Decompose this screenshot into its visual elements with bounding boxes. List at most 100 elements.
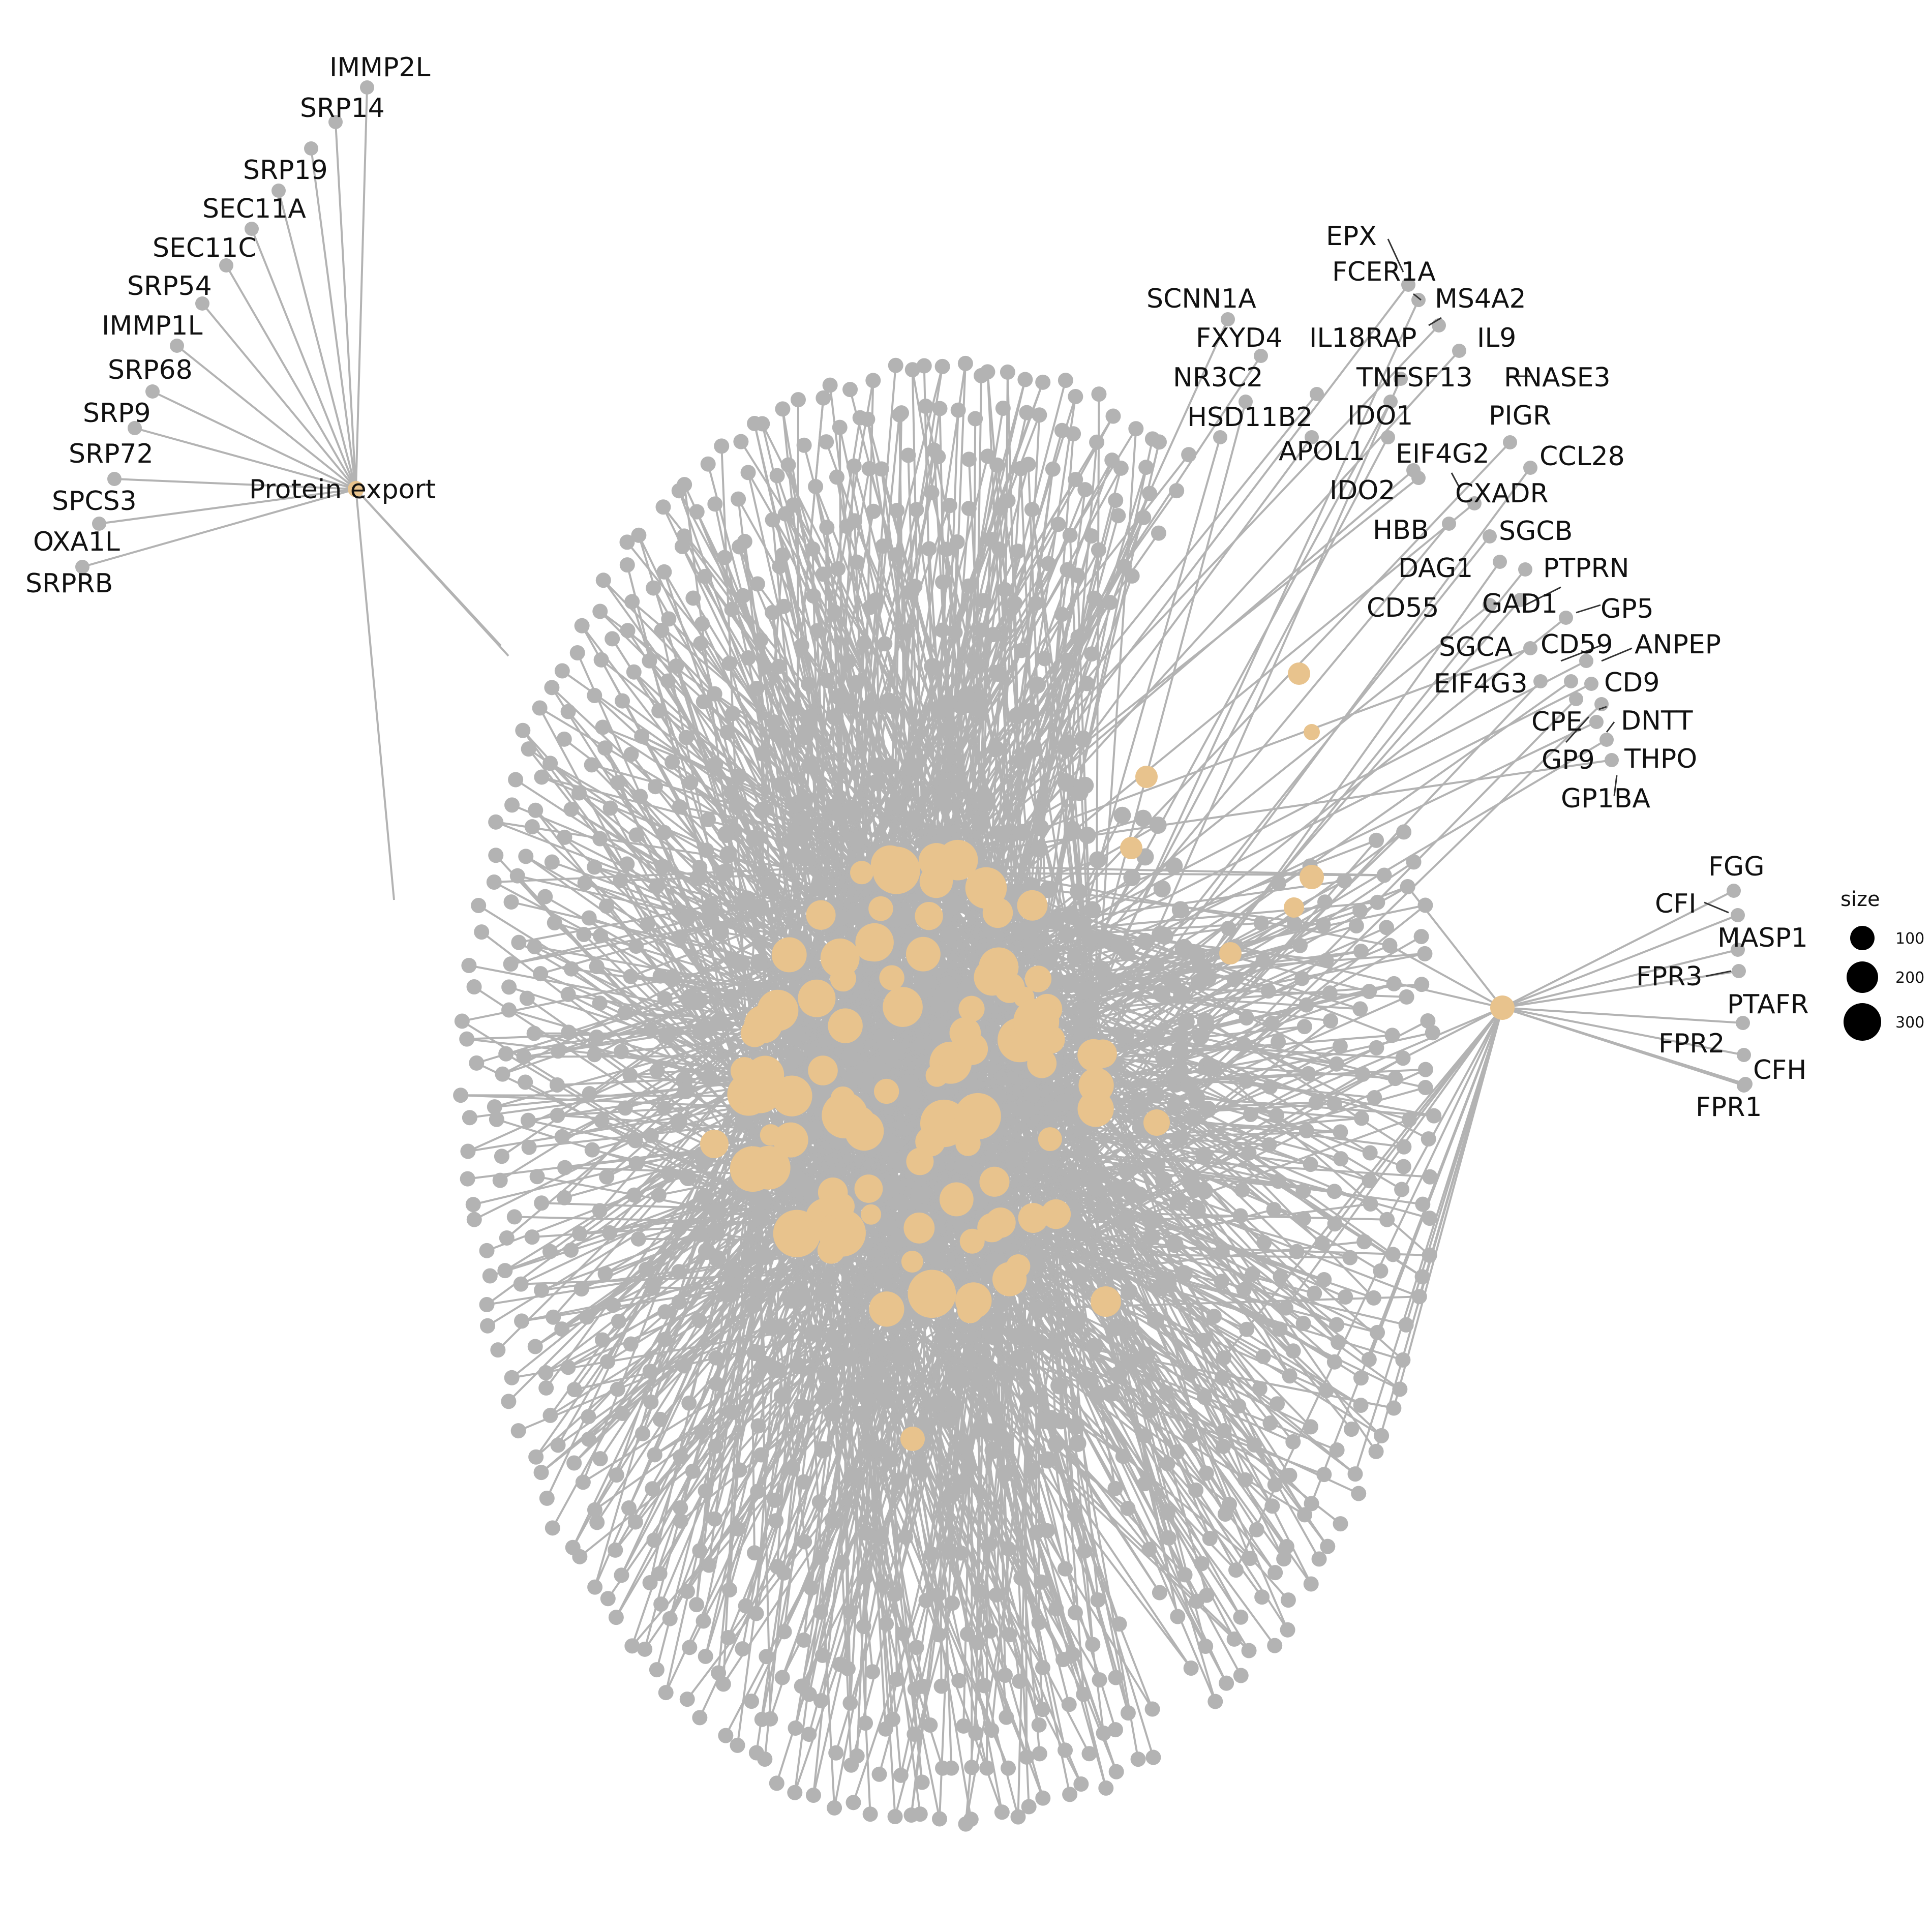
gene-node: [1089, 851, 1107, 869]
gene-label: SRP9: [83, 398, 151, 429]
gene-label: EIF4G2: [1396, 439, 1490, 469]
category-node: [746, 1145, 791, 1190]
edge: [152, 390, 356, 490]
gene-node: [805, 588, 821, 604]
gene-node: [822, 377, 838, 393]
gene-node: [1142, 486, 1158, 501]
gene-node: [593, 928, 609, 944]
gene-node: [723, 784, 739, 800]
gene-node: [1050, 517, 1066, 532]
gene-node: [827, 1800, 842, 1816]
gene-node: [1362, 1145, 1378, 1161]
gene-node: [1041, 556, 1056, 571]
gene-node: [620, 623, 636, 639]
gene-node: [1119, 1211, 1136, 1229]
gene-node: [557, 1160, 572, 1175]
gene-node: [1000, 364, 1015, 380]
gene-node: [1422, 1211, 1438, 1226]
gene-node: [1142, 1403, 1158, 1418]
leader-line: [1601, 647, 1633, 662]
gene-node: [1070, 567, 1085, 583]
gene-node: [1564, 674, 1578, 688]
gene-node: [1048, 1601, 1064, 1617]
gene-node: [1192, 1028, 1210, 1045]
gene-node: [1214, 1244, 1230, 1260]
gene-node: [717, 550, 733, 565]
gene-node: [842, 1695, 858, 1711]
gene-node: [628, 939, 644, 954]
gene-node: [878, 1721, 893, 1737]
gene-node: [710, 1013, 728, 1031]
legend-tick-label: 300: [1895, 1014, 1924, 1032]
gene-node: [986, 1328, 1004, 1346]
gene-node: [979, 1760, 995, 1776]
gene-node: [1181, 447, 1197, 463]
gene-node: [696, 1188, 714, 1205]
gene-node: [658, 1027, 676, 1044]
gene-node: [533, 1465, 549, 1481]
gene-node: [753, 1190, 771, 1208]
gene-node: [860, 411, 876, 427]
gene-node: [1160, 1456, 1175, 1472]
top-right-gene-labels: EPX FCER1A MS4A2 SCNN1A FXYD4 IL18RAP IL…: [1146, 221, 1721, 814]
gene-node: [945, 1595, 960, 1611]
gene-node: [1237, 1472, 1253, 1488]
gene-node: [789, 1356, 806, 1374]
edge: [1368, 1007, 1503, 1360]
gene-node: [827, 604, 842, 620]
gene-node: [1084, 646, 1100, 662]
gene-node: [1216, 1423, 1232, 1438]
gene-label: FPR3: [1636, 961, 1702, 992]
gene-node: [627, 1514, 643, 1530]
gene-node: [1214, 1274, 1229, 1289]
gene-node: [971, 1583, 986, 1599]
gene-node: [707, 1223, 725, 1241]
gene-node: [831, 806, 849, 824]
gene-node: [1073, 1223, 1091, 1241]
gene-node: [856, 1072, 874, 1090]
gene-node: [563, 1242, 579, 1258]
gene-node: [1047, 1435, 1065, 1453]
gene-node: [720, 1630, 736, 1646]
gene-label: SRP14: [300, 93, 385, 124]
gene-node: [696, 1613, 711, 1629]
gene-node: [1467, 496, 1482, 510]
gene-node: [814, 1647, 830, 1663]
category-node: [760, 1124, 782, 1146]
gene-node: [1080, 1001, 1098, 1018]
gene-node: [1273, 1269, 1288, 1285]
gene-node: [1385, 1247, 1401, 1262]
gene-node: [890, 1472, 908, 1490]
category-node: [958, 995, 985, 1022]
gene-node: [651, 1187, 667, 1203]
gene-node: [849, 831, 866, 849]
gene-node: [1177, 1567, 1193, 1583]
gene-node: [740, 650, 756, 666]
gene-node: [751, 898, 769, 916]
gene-node: [582, 1086, 597, 1102]
gene-node: [1374, 1428, 1390, 1443]
edge: [969, 1310, 1099, 1601]
gene-node: [1329, 1317, 1345, 1333]
gene-node: [1020, 1390, 1038, 1408]
gene-node: [1092, 1672, 1107, 1688]
gene-node: [1079, 676, 1095, 691]
gene-node: [1523, 461, 1537, 475]
gene-node: [796, 728, 814, 745]
gene-node: [735, 588, 751, 603]
gene-node: [1169, 483, 1185, 499]
gene-node: [1111, 1616, 1127, 1632]
gene-node: [547, 915, 562, 931]
gene-node: [92, 517, 106, 531]
gene-node: [577, 875, 593, 891]
gene-node: [1287, 916, 1303, 931]
gene-node: [852, 1405, 870, 1423]
gene-node: [488, 848, 504, 863]
gene-node: [501, 1002, 517, 1018]
gene-node: [638, 1261, 654, 1277]
gene-node: [914, 1774, 930, 1790]
gene-node: [1000, 493, 1016, 508]
gene-node: [626, 1187, 642, 1203]
gene-node: [1326, 1184, 1342, 1199]
gene-node: [1241, 1643, 1257, 1658]
